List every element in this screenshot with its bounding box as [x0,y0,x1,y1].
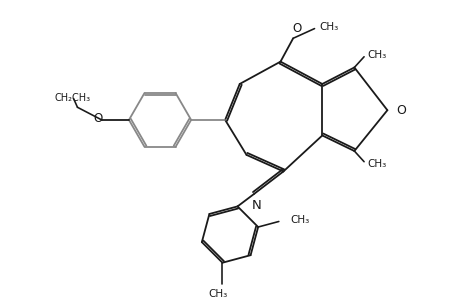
Text: N: N [251,199,261,212]
Text: CH₃: CH₃ [366,159,386,169]
Text: CH₃: CH₃ [319,22,338,32]
Text: O: O [93,112,102,125]
Text: CH₃: CH₃ [207,289,227,299]
Text: CH₃: CH₃ [290,214,309,224]
Text: CH₃: CH₃ [366,50,386,60]
Text: O: O [395,104,405,117]
Text: O: O [292,22,301,35]
Text: CH₂CH₃: CH₂CH₃ [55,93,90,103]
